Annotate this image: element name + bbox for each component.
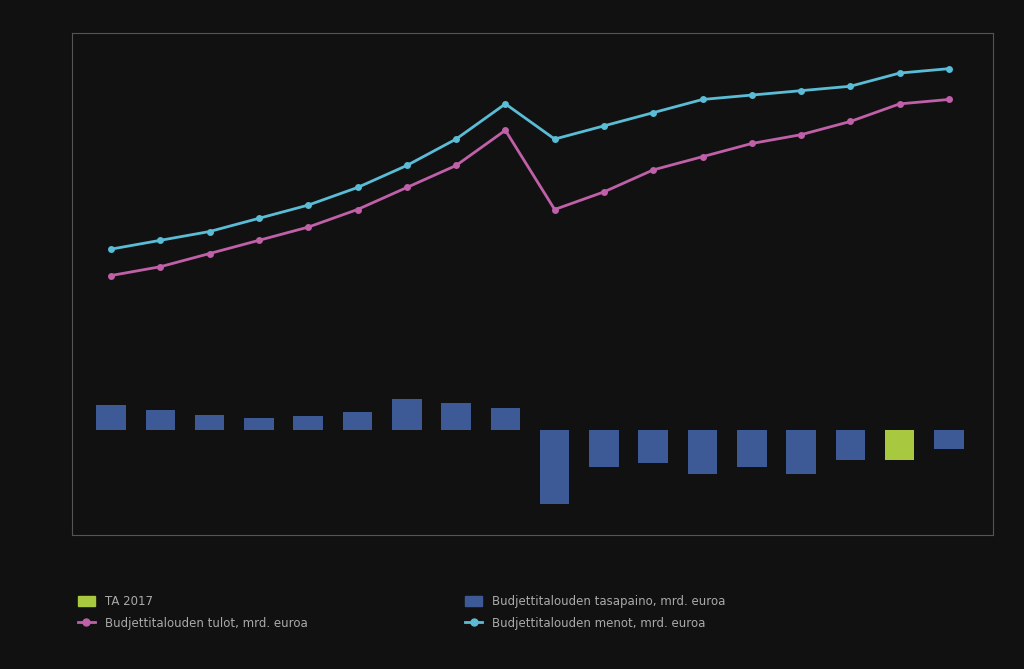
Bar — [638, 429, 668, 463]
Bar — [934, 429, 964, 449]
Bar — [343, 412, 373, 429]
Bar — [885, 429, 914, 460]
Bar — [392, 399, 422, 429]
Bar — [195, 415, 224, 429]
Legend: Budjettitalouden tasapaino, mrd. euroa, Budjettitalouden menot, mrd. euroa: Budjettitalouden tasapaino, mrd. euroa, … — [465, 595, 725, 630]
Bar — [96, 405, 126, 429]
Bar — [294, 416, 323, 429]
Bar — [589, 429, 618, 466]
Bar — [441, 403, 471, 429]
Bar — [786, 429, 816, 474]
Bar — [540, 429, 569, 504]
Bar — [737, 429, 767, 466]
Bar — [490, 407, 520, 429]
Bar — [244, 418, 273, 429]
Bar — [145, 410, 175, 429]
Bar — [688, 429, 717, 474]
Bar — [836, 429, 865, 460]
